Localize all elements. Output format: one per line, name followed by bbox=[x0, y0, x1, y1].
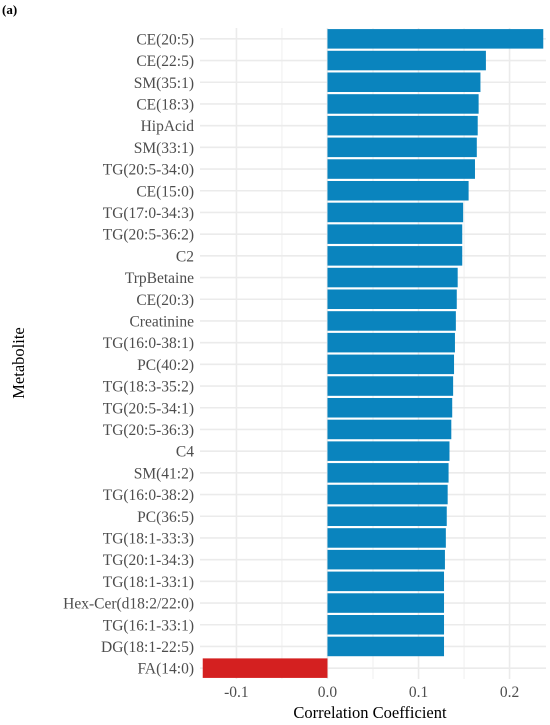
bar bbox=[327, 50, 486, 71]
y-tick-label: PC(40:2) bbox=[137, 357, 194, 374]
y-tick-label: TG(18:3-35:2) bbox=[103, 379, 194, 396]
bar bbox=[327, 463, 449, 483]
bar bbox=[327, 614, 445, 635]
bar bbox=[327, 180, 469, 201]
y-tick-label: SM(41:2) bbox=[134, 465, 194, 482]
bar bbox=[327, 115, 478, 136]
bar bbox=[327, 506, 447, 527]
y-tick-label: CE(22:5) bbox=[136, 53, 194, 70]
y-tick-label: TG(20:1-34:3) bbox=[103, 552, 194, 569]
y-tick-label: TrpBetaine bbox=[125, 270, 194, 287]
x-tick-label: -0.1 bbox=[224, 684, 249, 701]
bar bbox=[327, 419, 452, 440]
y-tick-label: CE(20:5) bbox=[136, 31, 194, 48]
y-axis-title: Metabolite bbox=[9, 327, 28, 398]
bar bbox=[327, 246, 463, 266]
bar bbox=[327, 354, 455, 375]
bar bbox=[327, 137, 477, 158]
bar bbox=[327, 311, 456, 331]
bar bbox=[327, 528, 446, 548]
y-tick-label: TG(18:1-33:1) bbox=[103, 574, 194, 591]
y-tick-label: TG(17:0-34:3) bbox=[103, 205, 194, 222]
x-tick-label: 0.1 bbox=[409, 684, 428, 701]
bar bbox=[202, 658, 328, 678]
y-tick-label: FA(14:0) bbox=[137, 661, 194, 678]
y-tick-label: CE(18:3) bbox=[136, 96, 194, 113]
y-tick-label: TG(20:5-34:0) bbox=[103, 162, 194, 179]
bar bbox=[327, 549, 445, 570]
bar bbox=[327, 376, 454, 396]
bar bbox=[327, 72, 481, 93]
y-tick-label: TG(20:5-36:2) bbox=[103, 227, 194, 244]
y-tick-label: TG(16:1-33:1) bbox=[103, 617, 194, 634]
y-tick-labels: CE(20:5) CE(22:5) SM(35:1) CE(18:3) HipAcid S… bbox=[63, 31, 194, 677]
bar-layer bbox=[202, 29, 544, 678]
y-tick-label: TG(18:1-33:3) bbox=[103, 530, 194, 547]
bar bbox=[327, 29, 544, 49]
y-tick-label: Creatinine bbox=[129, 313, 194, 330]
y-tick-label: TG(20:5-34:1) bbox=[103, 400, 194, 417]
bar bbox=[327, 267, 458, 288]
y-tick-label: CE(15:0) bbox=[136, 183, 194, 200]
y-tick-label: HipAcid bbox=[141, 118, 195, 135]
bar bbox=[327, 224, 463, 244]
bar bbox=[327, 159, 475, 179]
bar bbox=[327, 441, 450, 461]
x-tick-label: 0.2 bbox=[500, 684, 519, 701]
panel-label: (a) bbox=[2, 2, 18, 17]
bar bbox=[327, 289, 457, 310]
y-tick-label: C2 bbox=[176, 248, 194, 265]
y-tick-label: C4 bbox=[176, 444, 194, 461]
bar bbox=[327, 332, 455, 353]
y-tick-label: CE(20:3) bbox=[136, 292, 194, 309]
x-tick-labels: -0.1 0.0 0.1 0.2 bbox=[224, 684, 519, 701]
y-tick-label: SM(35:1) bbox=[134, 75, 194, 92]
bar bbox=[327, 484, 448, 505]
y-tick-label: DG(18:1-22:5) bbox=[101, 639, 194, 656]
bar bbox=[327, 571, 445, 592]
bar bbox=[327, 593, 445, 613]
y-tick-label: TG(16:0-38:2) bbox=[103, 487, 194, 504]
y-tick-label: Hex-Cer(d18:2/22:0) bbox=[63, 596, 194, 613]
y-tick-label: TG(20:5-36:3) bbox=[103, 422, 194, 439]
x-tick-label: 0.0 bbox=[318, 684, 338, 701]
bar bbox=[327, 397, 453, 418]
y-tick-label: PC(36:5) bbox=[137, 509, 194, 526]
bar bbox=[327, 636, 445, 657]
x-axis-title: Correlation Coefficient bbox=[293, 703, 447, 722]
y-tick-label: SM(33:1) bbox=[134, 140, 194, 157]
y-tick-label: TG(16:0-38:1) bbox=[103, 335, 194, 352]
bar bbox=[327, 202, 464, 223]
bar bbox=[327, 94, 479, 114]
